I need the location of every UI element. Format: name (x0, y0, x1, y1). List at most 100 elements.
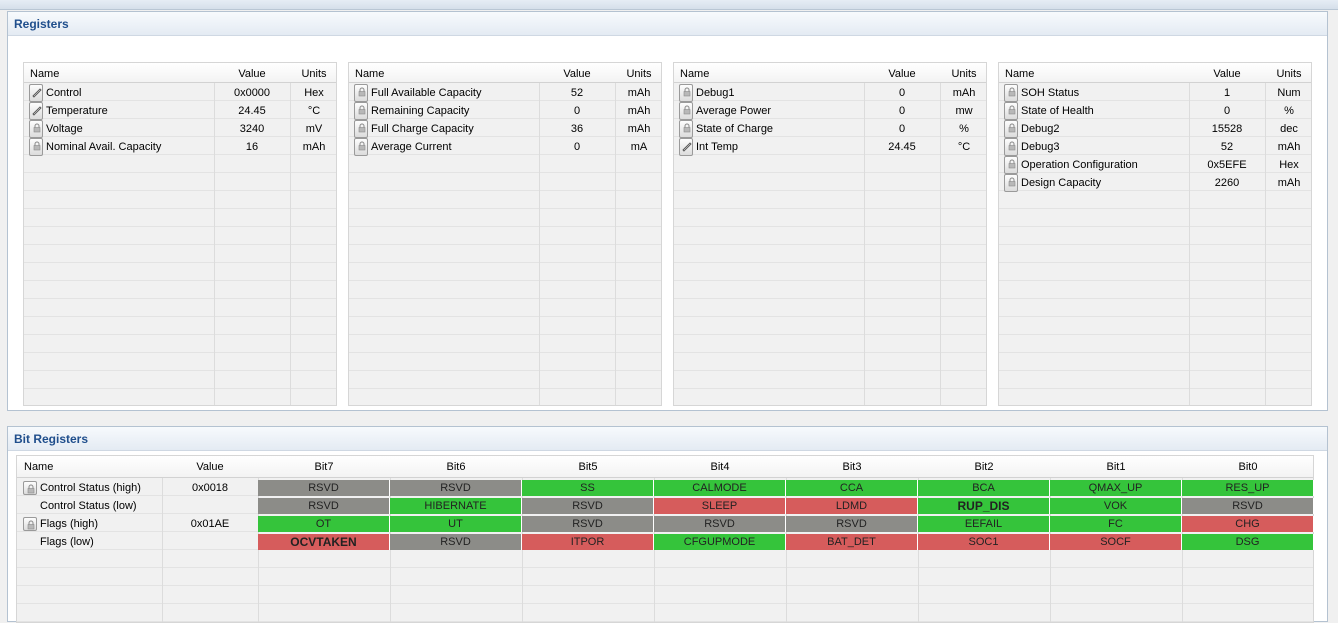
register-value: 0 (1223, 105, 1231, 117)
column-header-value: Value (563, 68, 591, 80)
register-units: % (1284, 105, 1294, 117)
register-name: Nominal Avail. Capacity (46, 141, 162, 153)
column-header-name: Name (1005, 68, 1035, 80)
column-header-bit6: Bit6 (446, 461, 466, 473)
lock-icon[interactable] (679, 102, 693, 120)
register-name: Debug3 (1021, 141, 1060, 153)
register-name: Voltage (46, 123, 83, 135)
register-value: 15528 (1211, 123, 1243, 135)
table-row[interactable]: Voltage 3240 mV (24, 120, 336, 138)
registers-panel-title: Registers (8, 12, 1327, 36)
register-name: State of Health (1021, 105, 1094, 117)
table-row[interactable]: Average Current 0 mA (349, 138, 661, 156)
bit-flag: DSG (1182, 534, 1314, 550)
lock-icon[interactable] (1004, 174, 1018, 192)
register-value: 0 (898, 123, 906, 135)
bit-register-row[interactable]: Flags (high) 0x01AE OT UT RSVD RSVD RSVD EEFAIL… (17, 515, 1314, 533)
bit-register-row[interactable]: Control Status (high) 0x0018 RSVD RSVD SS CAL… (17, 479, 1314, 497)
bit-flag: RSVD (390, 480, 522, 496)
register-name: State of Charge (696, 123, 774, 135)
register-table-1: Name Value Units Control 0x0000 Hex Temperatur… (23, 62, 337, 406)
table-row[interactable]: SOH Status 1 Num (999, 84, 1311, 102)
lock-icon[interactable] (679, 120, 693, 138)
bit-register-row[interactable]: Flags (low) OCVTAKEN RSVD ITPOR CFGUPMODE BAT… (17, 533, 1314, 551)
lock-icon[interactable] (354, 138, 368, 156)
bit-flag: RUP_DIS (918, 498, 1050, 514)
registers-panel: Registers Name Value Units Control 0x0000 Hex… (7, 11, 1328, 411)
register-value: 0 (573, 105, 581, 117)
lock-icon[interactable] (23, 517, 37, 531)
register-table-4: Name Value Units SOH Status 1 Num State of Hea… (998, 62, 1312, 406)
table-row[interactable]: Debug1 0 mAh (674, 84, 986, 102)
bit-flag: OCVTAKEN (258, 534, 390, 550)
lock-icon[interactable] (1004, 84, 1018, 102)
table-row[interactable]: Debug2 15528 dec (999, 120, 1311, 138)
column-header-value: Value (888, 68, 916, 80)
column-header-units: Units (626, 68, 652, 80)
register-value: 0 (898, 87, 906, 99)
table-row[interactable]: Operation Configuration 0x5EFE Hex (999, 156, 1311, 174)
lock-icon[interactable] (1004, 156, 1018, 174)
bit-register-value: 0x01AE (190, 518, 230, 530)
table-row[interactable]: Average Power 0 mw (674, 102, 986, 120)
bit-flag: SLEEP (654, 498, 786, 514)
table-row[interactable]: Nominal Avail. Capacity 16 mAh (24, 138, 336, 156)
lock-icon[interactable] (679, 84, 693, 102)
register-value: 36 (570, 123, 584, 135)
register-value: 16 (245, 141, 259, 153)
lock-icon[interactable] (23, 481, 37, 495)
table-row[interactable]: Design Capacity 2260 mAh (999, 174, 1311, 192)
bit-flag: RSVD (258, 480, 390, 496)
register-value: 0 (898, 105, 906, 117)
table-header: Name Value Units (999, 63, 1311, 83)
lock-icon[interactable] (354, 120, 368, 138)
lock-icon[interactable] (29, 138, 43, 156)
register-value: 24.45 (888, 141, 916, 153)
table-row[interactable]: Full Available Capacity 52 mAh (349, 84, 661, 102)
bit-flag: RSVD (258, 498, 390, 514)
lock-icon[interactable] (1004, 138, 1018, 156)
register-name: Average Current (371, 141, 452, 153)
bit-flag: VOK (1050, 498, 1182, 514)
register-units: dec (1280, 123, 1298, 135)
register-units: % (959, 123, 969, 135)
register-units: mA (630, 141, 648, 153)
register-value: 52 (1220, 141, 1234, 153)
column-header-bit5: Bit5 (578, 461, 598, 473)
window-top-strip (0, 0, 1338, 10)
register-value: 0x0000 (233, 87, 271, 99)
table-row[interactable]: Debug3 52 mAh (999, 138, 1311, 156)
lock-icon[interactable] (354, 84, 368, 102)
pencil-icon[interactable] (29, 84, 43, 102)
table-row[interactable]: Full Charge Capacity 36 mAh (349, 120, 661, 138)
register-value: 52 (570, 87, 584, 99)
bit-register-row[interactable]: Control Status (low) RSVD HIBERNATE RSVD SLE… (17, 497, 1314, 515)
table-row[interactable]: Remaining Capacity 0 mAh (349, 102, 661, 120)
table-row[interactable]: Temperature 24.45 °C (24, 102, 336, 120)
column-header-units: Units (951, 68, 977, 80)
column-header-bit7: Bit7 (314, 461, 334, 473)
table-row[interactable]: State of Charge 0% (674, 120, 986, 138)
table-row[interactable]: State of Health 0% (999, 102, 1311, 120)
lock-icon[interactable] (1004, 120, 1018, 138)
bit-flag: SOC1 (918, 534, 1050, 550)
table-row[interactable]: Control 0x0000 Hex (24, 84, 336, 102)
pencil-icon[interactable] (679, 138, 693, 156)
lock-icon[interactable] (1004, 102, 1018, 120)
bit-flag: RSVD (390, 534, 522, 550)
bit-flag: ITPOR (522, 534, 654, 550)
bit-flag: RES_UP (1182, 480, 1314, 496)
lock-icon[interactable] (354, 102, 368, 120)
bit-flag: CCA (786, 480, 918, 496)
bit-flag: CFGUPMODE (654, 534, 786, 550)
lock-icon[interactable] (29, 120, 43, 138)
register-units: °C (957, 141, 971, 153)
bit-registers-panel: Bit Registers Name Value Bit7 Bit6 Bit5 Bit4 B… (7, 426, 1328, 623)
register-units: mAh (627, 123, 651, 135)
column-header-value: Value (1213, 68, 1241, 80)
register-units: Hex (1279, 159, 1299, 171)
bit-registers-table: Name Value Bit7 Bit6 Bit5 Bit4 Bit3 Bit2 Bit1 Bit… (16, 455, 1314, 623)
pencil-icon[interactable] (29, 102, 43, 120)
register-name: Full Charge Capacity (371, 123, 474, 135)
table-row[interactable]: Int Temp 24.45 °C (674, 138, 986, 156)
